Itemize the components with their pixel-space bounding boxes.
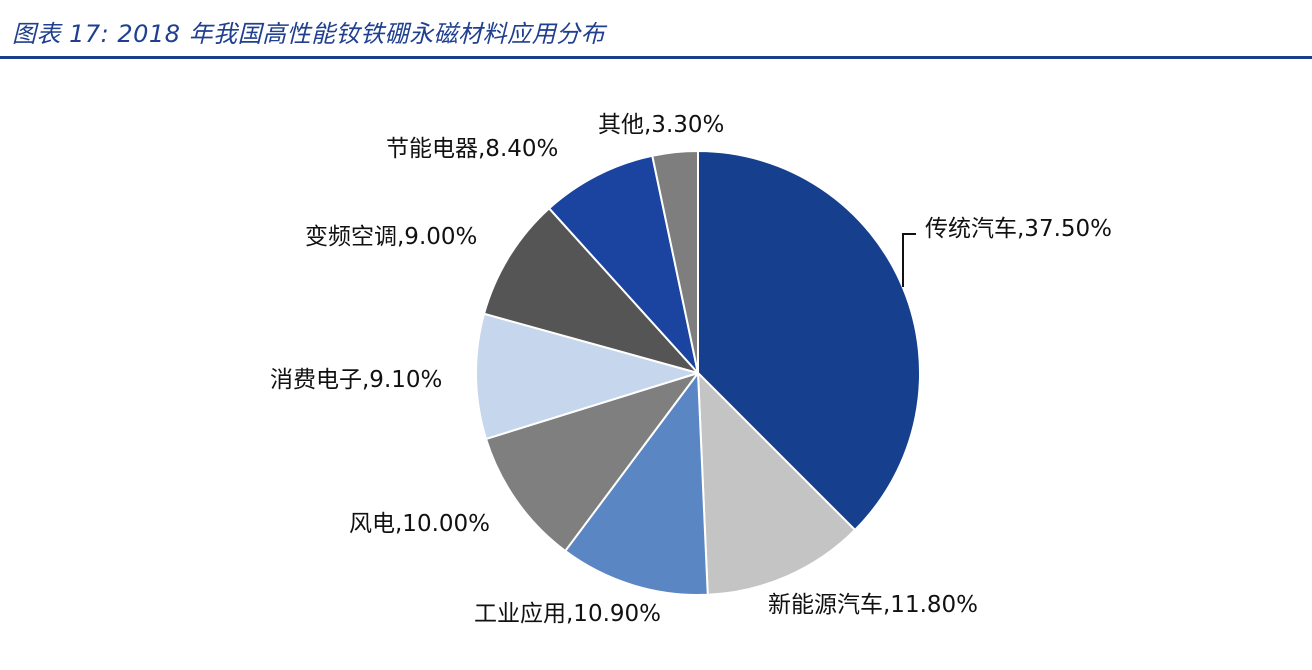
data-label-industrial: 工业应用,10.90% (474, 601, 661, 627)
data-label-wind-power: 风电,10.00% (349, 511, 490, 537)
pie-slices (475, 150, 921, 596)
data-label-other: 其他,3.30% (598, 112, 724, 138)
data-label-traditional-auto: 传统汽车,37.50% (925, 216, 1112, 242)
pie-slice-energy-saving-appliances (548, 154, 699, 374)
data-label-inverter-ac: 变频空调,9.00% (305, 224, 477, 250)
title-divider (0, 56, 1312, 59)
leader-line-traditional-auto (902, 233, 916, 287)
pie-slice-new-energy-auto (697, 372, 856, 596)
pie-slice-other (651, 150, 699, 374)
pie-slice-inverter-ac (483, 207, 699, 374)
data-label-new-energy-auto: 新能源汽车,11.80% (768, 592, 978, 618)
data-label-energy-saving-appliances: 节能电器,8.40% (386, 136, 558, 162)
data-label-consumer-electronics: 消费电子,9.10% (270, 367, 442, 393)
pie-slice-consumer-electronics (475, 312, 699, 440)
pie-labels: 传统汽车,37.50% 新能源汽车,11.80% 工业应用,10.90% 风电,… (270, 112, 1112, 627)
pie-slice-traditional-auto (697, 150, 921, 531)
chart-title: 图表 17: 2018 年我国高性能钕铁硼永磁材料应用分布 (12, 20, 606, 48)
pie-slice-wind-power (485, 372, 699, 552)
pie-slice-industrial (564, 372, 709, 596)
